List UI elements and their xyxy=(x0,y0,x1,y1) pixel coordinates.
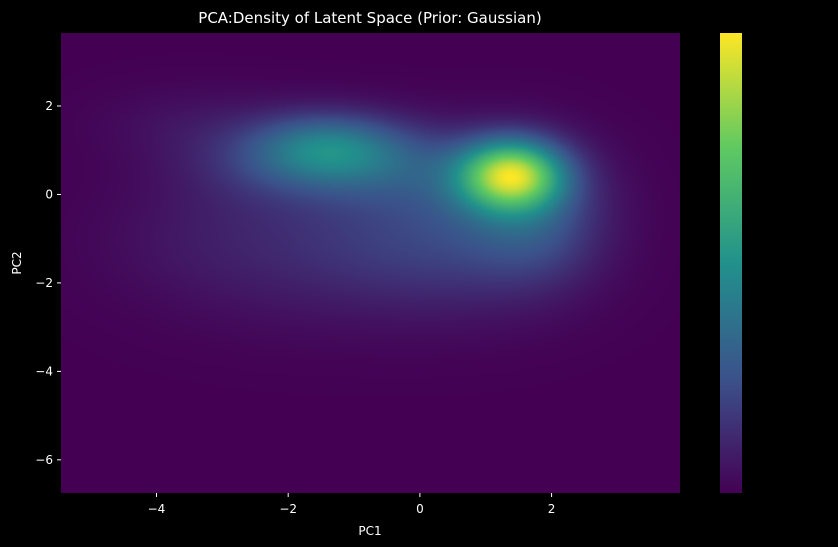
y-axis: 2 0 −2 −4 −6 xyxy=(35,99,61,467)
y-tick-label: −2 xyxy=(35,276,53,290)
x-tick-label: 2 xyxy=(548,502,556,516)
density-heatmap xyxy=(61,33,680,493)
y-axis-label: PC2 xyxy=(10,251,24,274)
x-tick-label: −4 xyxy=(148,502,166,516)
x-tick-label: −2 xyxy=(279,502,297,516)
chart-title: PCA:Density of Latent Space (Prior: Gaus… xyxy=(198,9,541,27)
colorbar xyxy=(720,33,742,493)
y-tick-label: 2 xyxy=(45,99,53,113)
y-tick-label: −4 xyxy=(35,364,53,378)
x-axis: −4 −2 0 2 xyxy=(148,493,556,516)
y-tick-label: 0 xyxy=(45,187,53,201)
x-axis-label: PC1 xyxy=(358,524,381,538)
heatmap-plot-area xyxy=(61,33,680,493)
x-tick-label: 0 xyxy=(416,502,424,516)
y-tick-label: −6 xyxy=(35,453,53,467)
